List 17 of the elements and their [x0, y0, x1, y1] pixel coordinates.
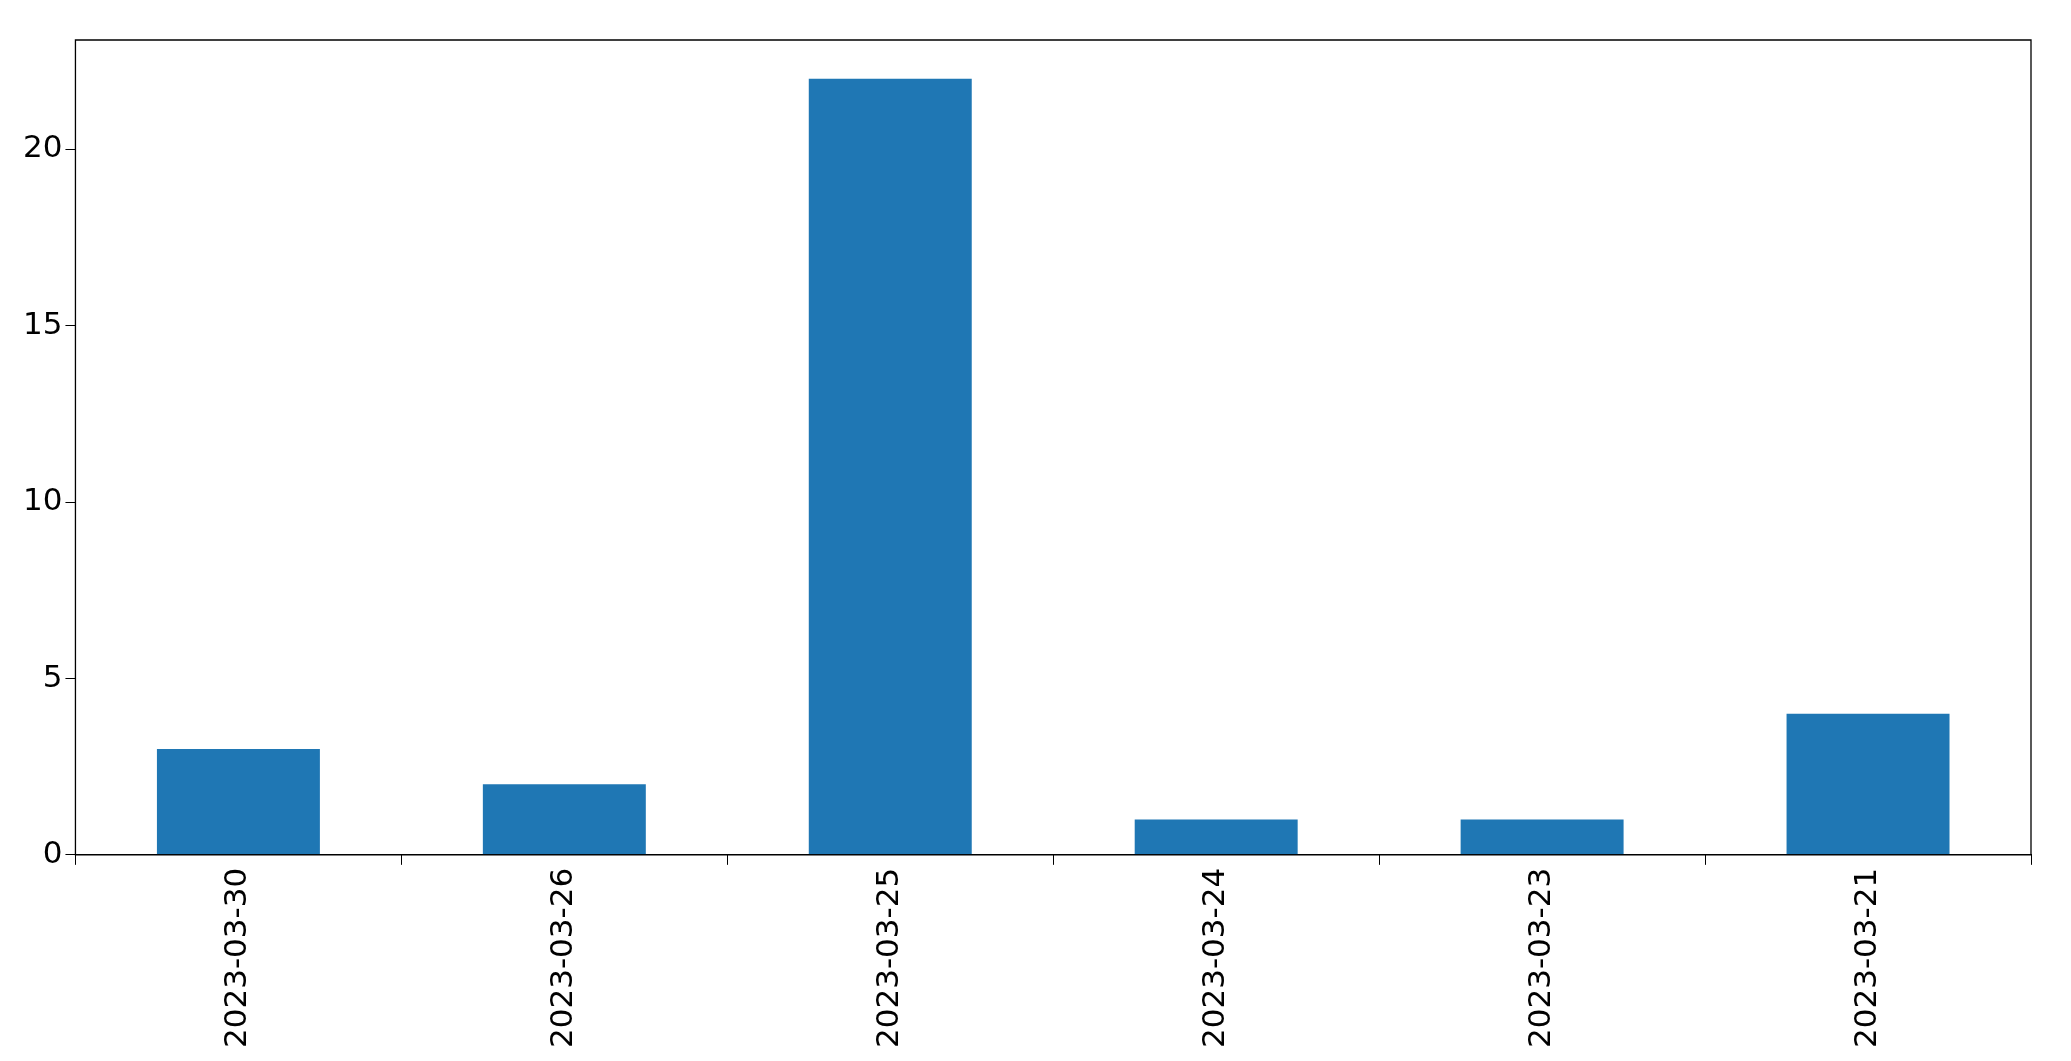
bar [482, 784, 646, 855]
y-tick-label: 5 [42, 657, 63, 694]
bar [156, 749, 320, 855]
x-tick-label: 2023-03-25 [869, 867, 906, 1049]
y-tick-label: 20 [22, 128, 63, 165]
bar [1134, 819, 1298, 855]
bar [808, 78, 972, 855]
bar [1786, 713, 1950, 855]
x-tick-label: 2023-03-24 [1195, 867, 1232, 1049]
x-tick-label: 2023-03-30 [217, 867, 254, 1049]
x-tick-label: 2023-03-23 [1521, 867, 1558, 1049]
y-tick-label: 15 [22, 304, 63, 341]
x-tick-label: 2023-03-21 [1847, 867, 1884, 1049]
y-tick-label: 0 [42, 833, 63, 870]
y-tick-label: 10 [22, 481, 63, 518]
bar [1460, 819, 1624, 855]
x-tick-label: 2023-03-26 [543, 867, 580, 1049]
